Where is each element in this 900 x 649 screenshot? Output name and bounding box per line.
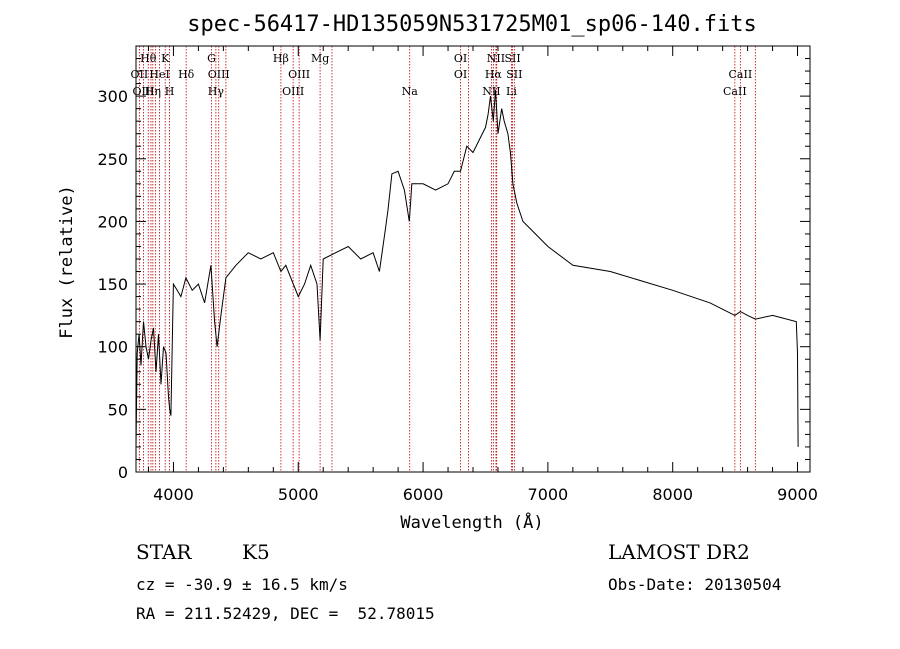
line-label-1-7: SII xyxy=(506,68,522,81)
y-tick-label-250: 250 xyxy=(97,150,128,169)
y-tick-label-50: 50 xyxy=(108,400,128,419)
line-label-2-5: Na xyxy=(402,85,419,98)
line-label-0-5: OI xyxy=(454,52,467,65)
y-tick-label-300: 300 xyxy=(97,87,128,106)
line-label-0-6: NII xyxy=(487,52,505,65)
line-label-0-0: Hθ xyxy=(140,52,157,65)
x-tick-label-6000: 6000 xyxy=(403,485,444,504)
line-label-1-4: OIII xyxy=(288,68,310,81)
x-tick-label-8000: 8000 xyxy=(652,485,693,504)
x-tick-label-5000: 5000 xyxy=(278,485,319,504)
y-tick-label-150: 150 xyxy=(97,275,128,294)
line-label-2-2: H xyxy=(165,85,175,98)
plot-axes xyxy=(135,45,811,473)
line-label-2-3: Hγ xyxy=(208,85,225,98)
obs-date: Obs-Date: 20130504 xyxy=(608,575,782,594)
spectrum-line xyxy=(135,89,799,447)
line-label-2-8: CaII xyxy=(723,85,747,98)
line-label-1-3: OIII xyxy=(208,68,230,81)
emission-line-markers xyxy=(138,46,756,472)
line-label-0-4: Mg xyxy=(311,52,329,65)
line-label-2-1: Hη xyxy=(145,85,161,98)
chart-title: spec-56417-HD135059N531725M01_sp06-140.f… xyxy=(187,12,757,37)
line-label-2-0: OIII xyxy=(132,85,154,98)
x-tick-label-4000: 4000 xyxy=(153,485,194,504)
line-label-2-7: Li xyxy=(506,85,517,98)
tick-labels: 4000 5000 6000 7000 8000 9000 0 50 100 150 200 250 3… xyxy=(97,87,817,504)
object-subclass: K5 xyxy=(242,540,270,564)
y-tick-label-200: 200 xyxy=(97,212,128,231)
line-label-1-6: Hα xyxy=(485,68,503,81)
redshift-readout: cz = -30.9 ± 16.5 km/s xyxy=(136,575,348,594)
y-axis-label: Flux (relative) xyxy=(57,185,77,339)
x-tick-label-7000: 7000 xyxy=(528,485,569,504)
line-label-1-1: HeI xyxy=(149,68,169,81)
coordinates: RA = 211.52429, DEC = 52.78015 xyxy=(136,604,435,623)
x-axis-label: Wavelength (Å) xyxy=(400,511,543,533)
line-label-0-2: G xyxy=(207,52,216,65)
line-label-1-0: OII xyxy=(131,68,149,81)
line-label-1-8: CaII xyxy=(729,68,753,81)
y-tick-label-100: 100 xyxy=(97,338,128,357)
x-tick-label-9000: 9000 xyxy=(777,485,818,504)
survey-name: LAMOST DR2 xyxy=(608,540,750,564)
line-label-0-1: K xyxy=(161,52,170,65)
line-label-2-4: OIII xyxy=(282,85,304,98)
spectrum-series xyxy=(135,89,799,447)
y-tick-label-0: 0 xyxy=(118,463,128,482)
object-class: STAR xyxy=(136,540,192,564)
line-label-0-7: SII xyxy=(504,52,520,65)
line-label-2-6: NII xyxy=(482,85,500,98)
plot-frame xyxy=(135,45,811,473)
line-label-0-3: Hβ xyxy=(273,52,289,65)
line-label-1-5: OI xyxy=(454,68,467,81)
line-label-1-2: Hδ xyxy=(178,68,195,81)
